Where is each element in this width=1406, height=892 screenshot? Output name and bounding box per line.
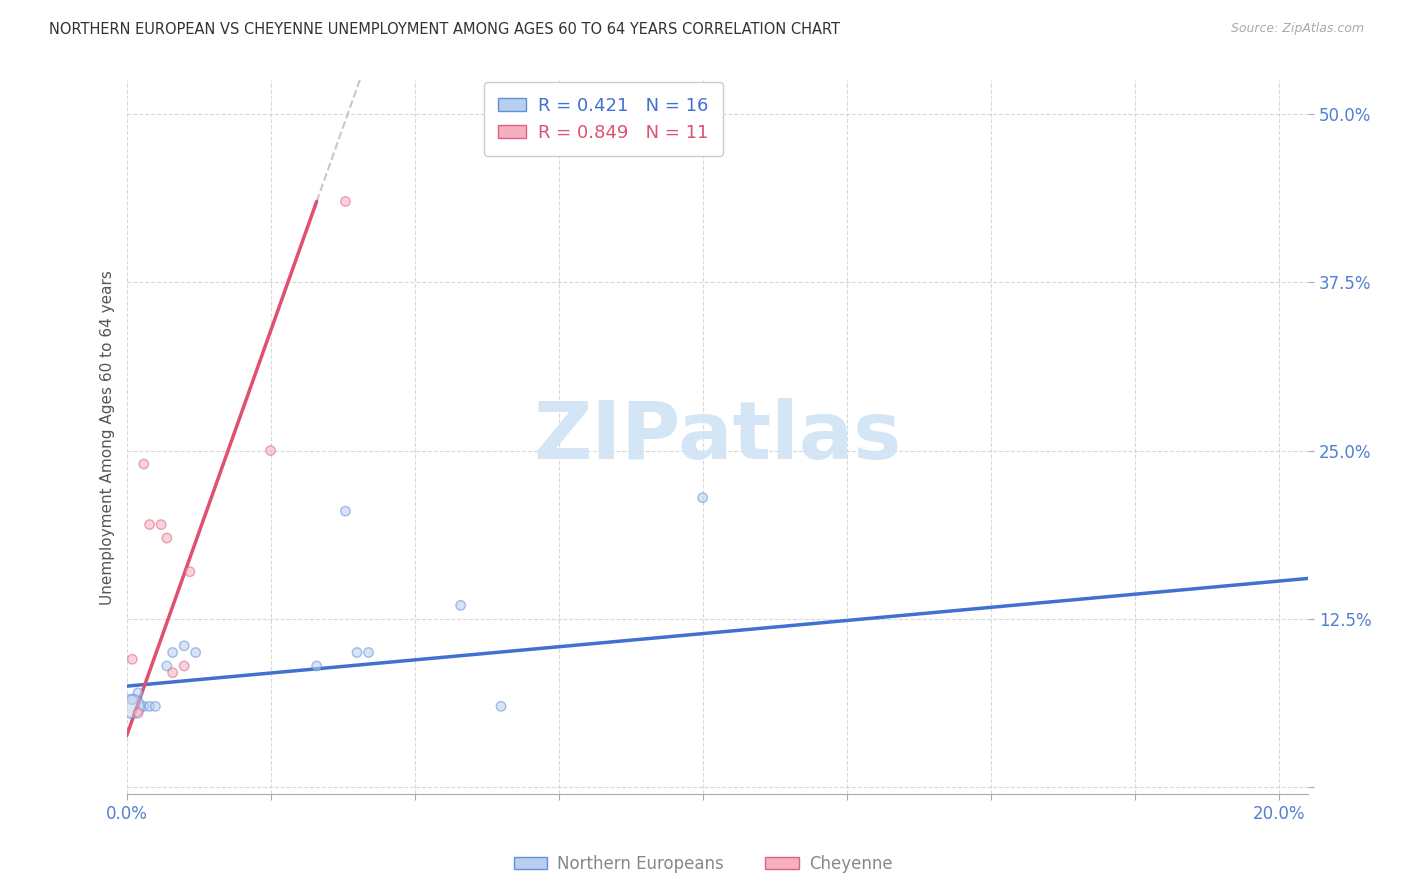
Legend: R = 0.421   N = 16, R = 0.849   N = 11: R = 0.421 N = 16, R = 0.849 N = 11 — [484, 82, 723, 156]
Ellipse shape — [340, 507, 350, 516]
Ellipse shape — [139, 459, 149, 468]
Ellipse shape — [150, 702, 160, 711]
Ellipse shape — [456, 600, 465, 610]
Ellipse shape — [139, 702, 149, 711]
Ellipse shape — [180, 641, 188, 650]
Text: Source: ZipAtlas.com: Source: ZipAtlas.com — [1230, 22, 1364, 36]
Ellipse shape — [162, 533, 172, 543]
Ellipse shape — [496, 702, 506, 711]
Ellipse shape — [180, 661, 188, 671]
Ellipse shape — [145, 520, 155, 529]
Text: NORTHERN EUROPEAN VS CHEYENNE UNEMPLOYMENT AMONG AGES 60 TO 64 YEARS CORRELATION: NORTHERN EUROPEAN VS CHEYENNE UNEMPLOYME… — [49, 22, 841, 37]
Ellipse shape — [121, 695, 143, 718]
Text: ZIPatlas: ZIPatlas — [533, 398, 901, 476]
Ellipse shape — [156, 520, 166, 529]
Ellipse shape — [167, 668, 177, 677]
Ellipse shape — [134, 708, 143, 718]
Legend: Northern Europeans, Cheyenne: Northern Europeans, Cheyenne — [508, 848, 898, 880]
Ellipse shape — [128, 655, 136, 664]
Ellipse shape — [312, 661, 322, 671]
Ellipse shape — [364, 648, 373, 657]
Ellipse shape — [128, 695, 136, 705]
Ellipse shape — [353, 648, 361, 657]
Ellipse shape — [191, 648, 201, 657]
Ellipse shape — [167, 648, 177, 657]
Y-axis label: Unemployment Among Ages 60 to 64 years: Unemployment Among Ages 60 to 64 years — [100, 269, 115, 605]
Ellipse shape — [697, 493, 707, 502]
Ellipse shape — [162, 661, 172, 671]
Ellipse shape — [134, 688, 143, 698]
Ellipse shape — [340, 197, 350, 206]
Ellipse shape — [186, 567, 194, 576]
Ellipse shape — [145, 702, 155, 711]
Ellipse shape — [266, 446, 276, 455]
